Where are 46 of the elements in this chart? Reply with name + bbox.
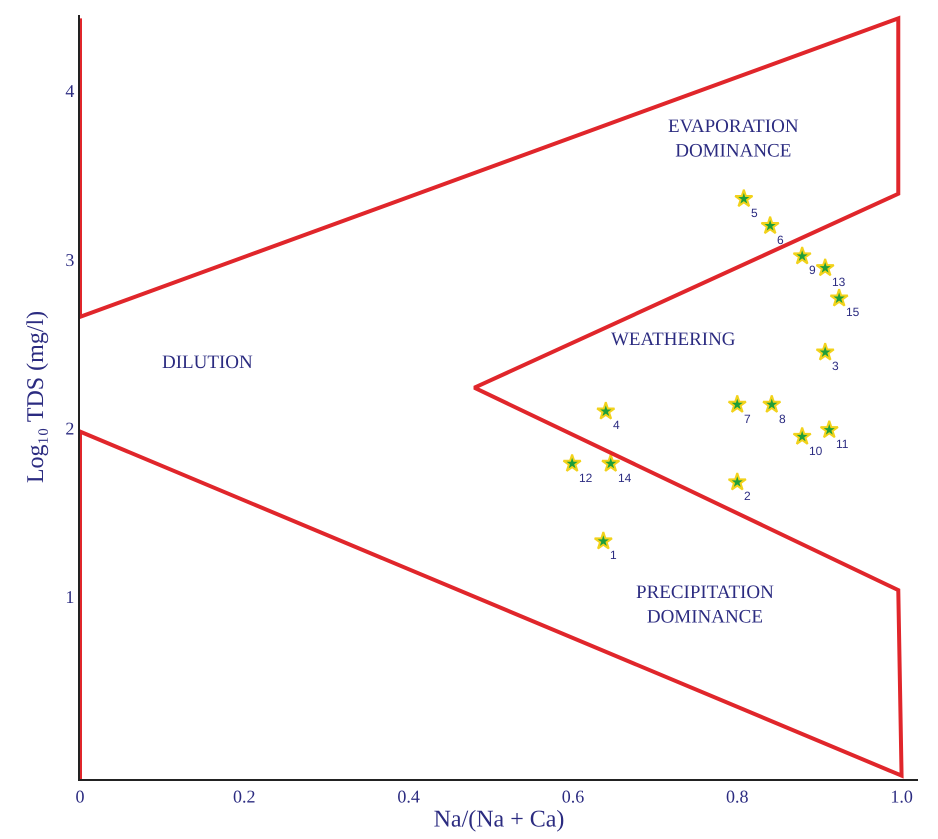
annotation: 2: [744, 489, 751, 503]
x-tick-label: 0.4: [397, 786, 420, 807]
annotation: 7: [744, 412, 751, 426]
y-tick-label: 4: [65, 81, 74, 102]
annotation: 9: [809, 263, 816, 277]
point: [760, 216, 780, 234]
point: [829, 288, 849, 307]
annotation: 12: [579, 471, 593, 485]
point: [816, 342, 835, 361]
point: [762, 394, 782, 413]
annotation: 6: [777, 233, 784, 247]
annotation: DILUTION: [162, 352, 254, 373]
annotation: 5: [751, 206, 758, 220]
y-axis-title: Log₁₀ TDS (mg/l): [23, 310, 49, 484]
annotation: 8: [779, 412, 786, 426]
x-tick-label: 0.8: [726, 786, 748, 807]
annotation: 15: [846, 305, 860, 319]
x-tick-label: 0.6: [562, 786, 584, 807]
point: [792, 426, 812, 445]
point: [562, 454, 582, 472]
point: [734, 188, 754, 208]
annotation: 13: [832, 275, 846, 289]
point: [820, 420, 839, 438]
annotation: WEATHERING: [611, 329, 736, 350]
y-tick-label: 1: [65, 587, 74, 608]
x-axis-title: Na/(Na + Ca): [434, 806, 564, 833]
point: [816, 258, 835, 276]
annotation: 1: [610, 548, 617, 562]
point: [728, 394, 747, 413]
annotation: 14: [618, 471, 632, 485]
annotation: EVAPORATION DOMINANCE: [668, 116, 799, 162]
y-tick-label: 2: [65, 418, 74, 438]
point: [792, 246, 812, 265]
annotation: 3: [832, 359, 839, 373]
x-tick-label: 0.2: [233, 786, 256, 807]
x-tick-label: 1.0: [890, 786, 913, 807]
y-tick-label: 3: [65, 250, 74, 270]
point: [728, 472, 747, 491]
point: [596, 401, 616, 420]
annotation: PRECIPITATION DOMINANCE: [636, 582, 774, 628]
annotation: 11: [836, 437, 849, 451]
annotation: 4: [613, 418, 620, 432]
point: [594, 531, 613, 550]
annotation: 10: [809, 444, 823, 458]
point: [601, 454, 620, 472]
x-tick-label: 0: [76, 786, 84, 807]
